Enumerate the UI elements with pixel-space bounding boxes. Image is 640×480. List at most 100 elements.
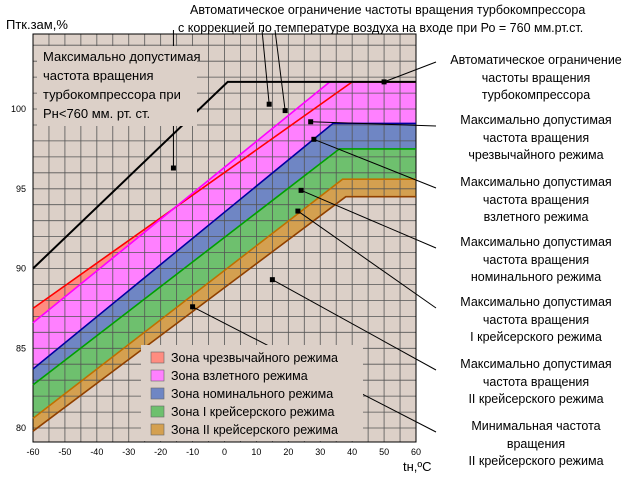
annotation-emergency: Максимально допустимая частота вращения … bbox=[436, 112, 636, 165]
annotation-cruise-1-line-2: частота вращения bbox=[482, 312, 590, 327]
legend-swatch-1 bbox=[150, 351, 165, 364]
annotation-nominal-line-2: частота вращения bbox=[482, 252, 590, 267]
annotation-autolimit-line-1: Автоматическое ограничение bbox=[450, 53, 622, 67]
marker-takeoff bbox=[311, 136, 317, 142]
marker-cruise-1 bbox=[295, 208, 301, 214]
x-tick-label: 50 bbox=[379, 447, 389, 457]
annotation-min-cruise-2: Минимальная частота вращения II крейсерс… bbox=[436, 418, 636, 471]
x-tick-label: -10 bbox=[186, 447, 199, 457]
limit-lines-layer bbox=[32, 80, 416, 270]
x-tick-label: -40 bbox=[90, 447, 103, 457]
y-tick-labels: 80 85 90 95 100 bbox=[11, 104, 26, 433]
x-tick-label: 30 bbox=[315, 447, 325, 457]
annotation-takeoff-line-1: Максимально допустимая bbox=[460, 175, 612, 189]
marker-takeoff-leader bbox=[313, 138, 437, 189]
annotation-cruise-1-line-3: I крейсерского режима bbox=[470, 330, 602, 344]
x-tick-label: -50 bbox=[58, 447, 71, 457]
annotation-takeoff-line-3: взлетного режима bbox=[483, 210, 589, 224]
plot-frame bbox=[32, 33, 417, 443]
annotation-nominal-line-1: Максимально допустимая bbox=[460, 235, 612, 249]
zones-layer bbox=[33, 81, 416, 432]
y-tick-label: 95 bbox=[16, 184, 26, 194]
annotation-nominal: Максимально допустимая частота вращения … bbox=[436, 234, 636, 287]
marker-top-corrected-2 bbox=[282, 108, 288, 114]
legend-swatch-5 bbox=[150, 423, 165, 436]
marker-autolimit-leader bbox=[383, 61, 437, 83]
annotation-cruise-2-line-2: частота вращения bbox=[482, 374, 590, 389]
marker-top-limit bbox=[170, 165, 176, 171]
limit-line bbox=[32, 80, 416, 270]
x-tick-label: 60 bbox=[411, 447, 421, 457]
marker-nominal bbox=[298, 187, 304, 193]
y-tick-label: 90 bbox=[16, 264, 26, 274]
marker-top-corrected bbox=[266, 101, 272, 107]
legend-swatch-4 bbox=[150, 405, 165, 418]
marker-cruise-1-leader bbox=[297, 210, 437, 309]
marker-autolimit bbox=[381, 79, 387, 85]
boundary-line-4 bbox=[32, 148, 416, 386]
annotation-autolimit-line-3: турбокомпрессора bbox=[481, 88, 591, 102]
inset-note: Максимально допустимая частота вращения … bbox=[37, 46, 200, 126]
annotation-autolimit-line-2: частоты вращения bbox=[481, 70, 591, 85]
x-tick-labels: -60 -50 -40 -30 -20 -10 0 10 20 30 40 50 60 bbox=[26, 447, 421, 457]
legend-label-3: Зона номинального режима bbox=[171, 387, 333, 401]
annotation-takeoff: Максимально допустимая частота вращения … bbox=[436, 174, 636, 227]
inset-note-line-4: Рн<760 мм. рт. ст. bbox=[43, 106, 150, 121]
x-tick-label: -60 bbox=[26, 447, 39, 457]
markers-layer bbox=[170, 79, 387, 310]
legend-label-5: Зона II крейсерского режима bbox=[171, 423, 338, 437]
legend-label-1: Зона чрезвычайного режима bbox=[171, 351, 338, 365]
boundary-line-3 bbox=[32, 122, 416, 370]
legend-swatch-2 bbox=[150, 369, 165, 382]
legend-swatch-3 bbox=[150, 387, 165, 400]
legend-box bbox=[141, 345, 363, 441]
annotation-min-cruise-2-line-3: II крейсерского режима bbox=[468, 454, 604, 468]
inset-note-line-1: Максимально допустимая bbox=[43, 49, 200, 64]
inset-note-line-2: частота вращения bbox=[43, 68, 154, 83]
y-axis-label: Птк.зам,% bbox=[6, 17, 68, 32]
inset-note-box bbox=[37, 46, 197, 126]
zone-area-4 bbox=[33, 148, 416, 419]
annotation-takeoff-line-2: частота вращения bbox=[482, 192, 590, 207]
x-tick-label: 40 bbox=[347, 447, 357, 457]
annotation-min-cruise-2-line-1: Минимальная частота bbox=[471, 419, 601, 433]
annotation-emergency-line-1: Максимально допустимая bbox=[460, 113, 612, 127]
annotation-top-line-1: Автоматическое ограничение частоты враще… bbox=[190, 3, 586, 17]
marker-top-corrected-2-leader bbox=[274, 29, 286, 111]
annotation-emergency-line-2: частота вращения bbox=[482, 130, 590, 145]
annotation-cruise-2-line-3: II крейсерского режима bbox=[468, 392, 604, 406]
legend-label-2: Зона взлетного режима bbox=[171, 369, 308, 383]
y-tick-label: 80 bbox=[16, 423, 26, 433]
legend-label-4: Зона I крейсерского режима bbox=[171, 405, 335, 419]
marker-cruise-2 bbox=[269, 277, 275, 283]
x-tick-label: 20 bbox=[283, 447, 293, 457]
annotation-cruise-2-line-1: Максимально допустимая bbox=[460, 357, 612, 371]
marker-emergency bbox=[308, 119, 314, 125]
x-tick-label: -20 bbox=[154, 447, 167, 457]
marker-emergency-leader bbox=[310, 121, 437, 127]
annotation-cruise-1-line-1: Максимально допустимая bbox=[460, 295, 612, 309]
marker-top-corrected-leader bbox=[261, 29, 270, 105]
x-tick-label: 0 bbox=[222, 447, 227, 457]
x-tick-label: -30 bbox=[122, 447, 135, 457]
boundary-line-5 bbox=[32, 178, 416, 420]
boundary-line-6 bbox=[32, 195, 416, 432]
annotation-emergency-line-3: чрезвычайного режима bbox=[468, 148, 604, 162]
boundary-line-2 bbox=[32, 81, 331, 324]
marker-nominal-leader bbox=[300, 189, 437, 249]
legend: Зона чрезвычайного режима Зона взлетного … bbox=[141, 345, 363, 441]
annotation-cruise-1: Максимально допустимая частота вращения … bbox=[436, 294, 636, 347]
marker-cruise-2-leader bbox=[272, 279, 437, 371]
y-tick-label: 85 bbox=[16, 343, 26, 353]
annotation-nominal-line-3: номинального режима bbox=[470, 270, 602, 284]
inset-note-line-3: турбокомпрессора при bbox=[43, 87, 181, 102]
zone-area-2 bbox=[33, 81, 416, 370]
x-tick-label: 10 bbox=[251, 447, 261, 457]
annotation-cruise-2: Максимально допустимая частота вращения … bbox=[436, 356, 636, 409]
marker-min-cruise-2 bbox=[190, 304, 196, 310]
y-tick-label: 100 bbox=[11, 104, 26, 114]
x-axis-label: tн,ºС bbox=[403, 459, 432, 474]
annotation-top-line-2: с коррекцией по температуре воздуха на в… bbox=[178, 21, 584, 35]
annotation-autolimit: Автоматическое ограничение частоты враще… bbox=[436, 52, 636, 105]
